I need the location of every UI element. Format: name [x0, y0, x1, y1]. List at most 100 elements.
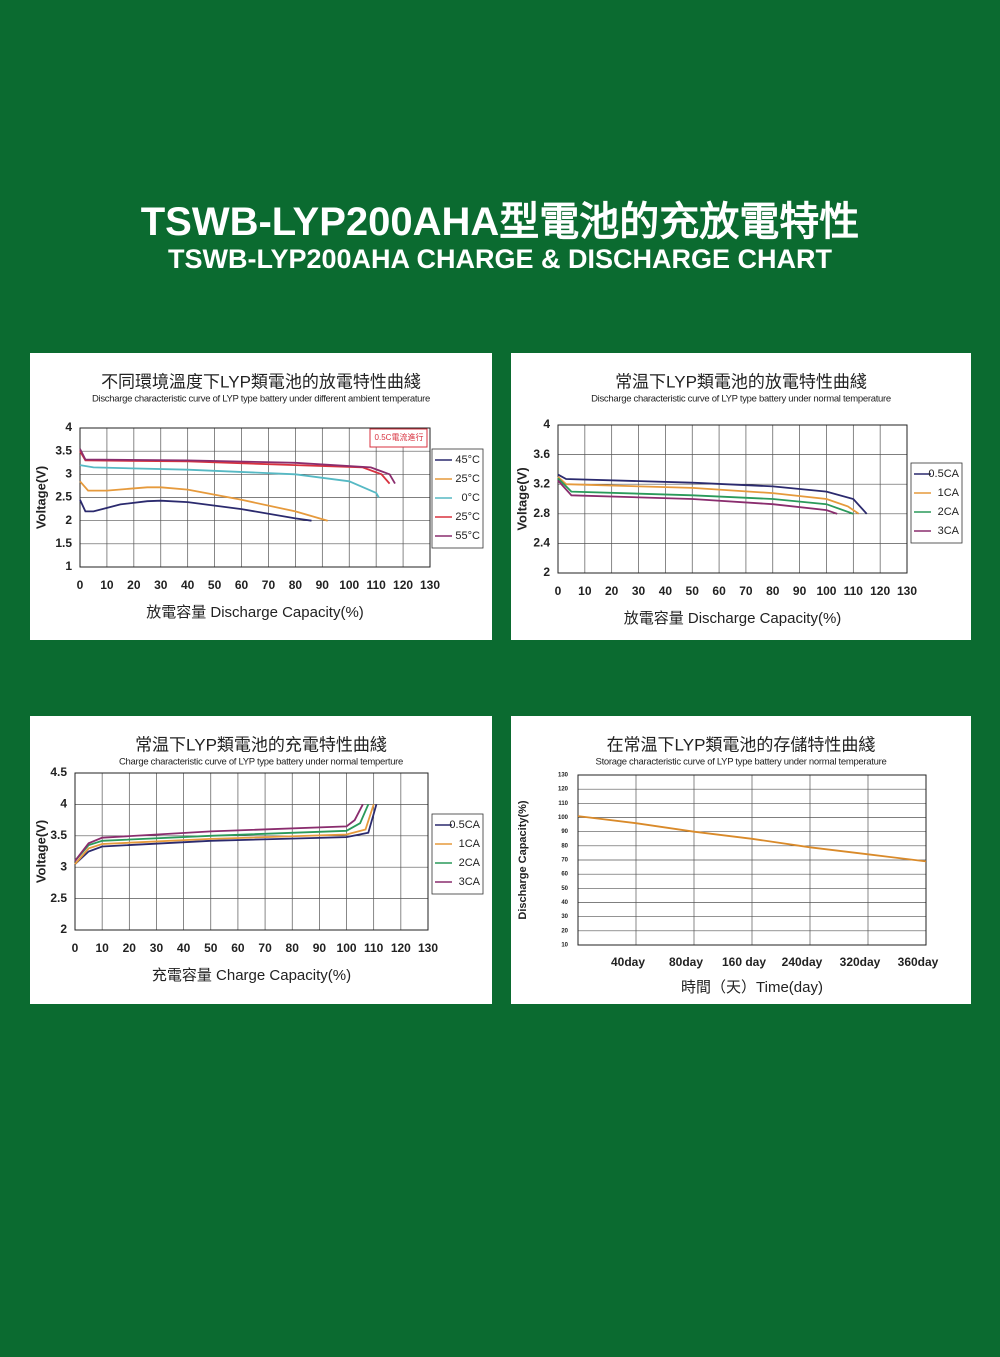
chart-subtitle: Storage characteristic curve of LYP type… [596, 757, 887, 768]
y-tick-label: 50 [561, 886, 568, 892]
x-tick-label: 110 [366, 578, 386, 592]
legend-box [910, 462, 963, 544]
line [79, 499, 312, 522]
x-tick-label: 10 [100, 578, 114, 592]
y-axis-label: Discharge Capacity(%) [517, 800, 529, 920]
annotation-box [369, 428, 428, 448]
chart-title: 不同環境溫度下LYP類電池的放電特性曲綫 [101, 372, 421, 391]
legend-box [431, 813, 484, 895]
y-tick-label: 3.5 [50, 828, 67, 842]
x-tick-label: 70 [262, 578, 276, 592]
y-tick-label: 4 [543, 417, 550, 431]
y-tick-label: 60 [561, 872, 568, 878]
line [74, 804, 375, 865]
y-tick-label: 90 [561, 829, 568, 835]
x-tick-label: 80 [766, 584, 780, 598]
x-tick-label: 40 [177, 941, 191, 955]
x-tick-label: 80 [286, 941, 300, 955]
y-tick-label: 120 [558, 787, 569, 793]
chart-panel: 常温下LYP類電池的充電特性曲綫 Charge characteristic cu… [30, 716, 492, 1004]
page-title: TSWB-LYP200AHA型電池的充放電特性 [140, 200, 860, 244]
x-tick-label: 70 [258, 941, 272, 955]
x-tick-label: 130 [418, 941, 438, 955]
x-tick-label: 20 [123, 941, 137, 955]
y-tick-label: 4 [60, 797, 67, 811]
x-tick-label: 30 [150, 941, 164, 955]
x-axis-label: 放電容量 Discharge Capacity(%) [624, 610, 842, 627]
x-tick-label: 70 [739, 584, 753, 598]
legend-label: 0.5CA [928, 468, 959, 480]
y-tick-label: 70 [561, 858, 568, 864]
annotation: 0.5C電流進行 [375, 432, 424, 442]
legend-label: 1CA [459, 838, 481, 850]
legend-label: 25°C [455, 473, 480, 485]
y-tick-label: 110 [558, 801, 568, 807]
y-tick-label: 2 [65, 513, 72, 527]
y-tick-label: 3.5 [55, 443, 72, 457]
x-tick-label: 240day [782, 955, 823, 969]
chart-title: 常温下LYP類電池的放電特性曲綫 [615, 372, 867, 391]
line [79, 464, 380, 498]
legend-label: 2CA [938, 506, 960, 518]
y-tick-label: 2.5 [50, 891, 67, 905]
legend-label: 0.5CA [449, 819, 480, 831]
x-tick-label: 110 [364, 941, 384, 955]
plot-frame [74, 772, 429, 931]
y-tick-label: 3 [60, 859, 67, 873]
x-tick-label: 30 [632, 584, 646, 598]
line [74, 804, 370, 862]
x-tick-label: 130 [420, 578, 440, 592]
x-tick-label: 20 [127, 578, 141, 592]
chart-subtitle: Charge characteristic curve of LYP type … [119, 757, 403, 768]
x-tick-label: 0 [555, 584, 562, 598]
x-tick-label: 120 [870, 584, 890, 598]
x-tick-label: 320day [840, 955, 881, 969]
y-tick-label: 1.5 [55, 536, 72, 550]
y-tick-label: 80 [561, 843, 568, 849]
y-tick-label: 3.2 [533, 476, 550, 490]
x-tick-label: 120 [393, 578, 413, 592]
legend-label: 3CA [459, 876, 481, 888]
x-tick-label: 10 [95, 941, 109, 955]
x-tick-label: 20 [605, 584, 619, 598]
x-tick-label: 50 [686, 584, 700, 598]
x-tick-label: 10 [578, 584, 592, 598]
line [557, 476, 860, 515]
line [577, 815, 927, 863]
y-tick-label: 4.5 [50, 765, 67, 779]
plot-frame [557, 424, 908, 574]
x-tick-label: 80day [669, 955, 703, 969]
line [557, 477, 854, 515]
x-tick-label: 60 [235, 578, 249, 592]
x-tick-label: 30 [154, 578, 168, 592]
chart-title: 在常温下LYP類電池的存儲特性曲綫 [607, 735, 876, 754]
line [557, 479, 838, 515]
chart-panel: 在常温下LYP類電池的存儲特性曲綫 Storage characteristic … [511, 716, 971, 1004]
y-tick-label: 4 [65, 420, 72, 434]
y-tick-label: 2.8 [533, 506, 550, 520]
chart-subtitle: Discharge characteristic curve of LYP ty… [92, 394, 430, 405]
x-tick-label: 60 [231, 941, 245, 955]
header: TSWB-LYP200AHA型電池的充放電特性 TSWB-LYP200AHA C… [0, 200, 1000, 274]
y-tick-label: 3 [65, 467, 72, 481]
line [79, 448, 396, 485]
legend-label: 1CA [938, 487, 960, 499]
x-tick-label: 110 [844, 584, 864, 598]
x-tick-label: 0 [77, 578, 84, 592]
y-axis-label: Voltage(V) [33, 820, 48, 883]
y-tick-label: 2 [60, 922, 67, 936]
x-tick-label: 100 [816, 584, 836, 598]
y-tick-label: 20 [561, 928, 568, 934]
x-axis-label: 放電容量 Discharge Capacity(%) [146, 604, 364, 621]
x-tick-label: 40 [659, 584, 673, 598]
chart-title: 常温下LYP類電池的充電特性曲綫 [135, 735, 387, 754]
legend-label: 45°C [455, 454, 480, 466]
plot-frame [79, 427, 431, 568]
y-tick-label: 100 [558, 815, 569, 821]
line [79, 480, 328, 522]
y-tick-label: 2 [543, 565, 550, 579]
chart-panel: 常温下LYP類電池的放電特性曲綫 Discharge characteristic… [511, 353, 971, 640]
x-tick-label: 100 [337, 941, 357, 955]
x-tick-label: 0 [72, 941, 79, 955]
